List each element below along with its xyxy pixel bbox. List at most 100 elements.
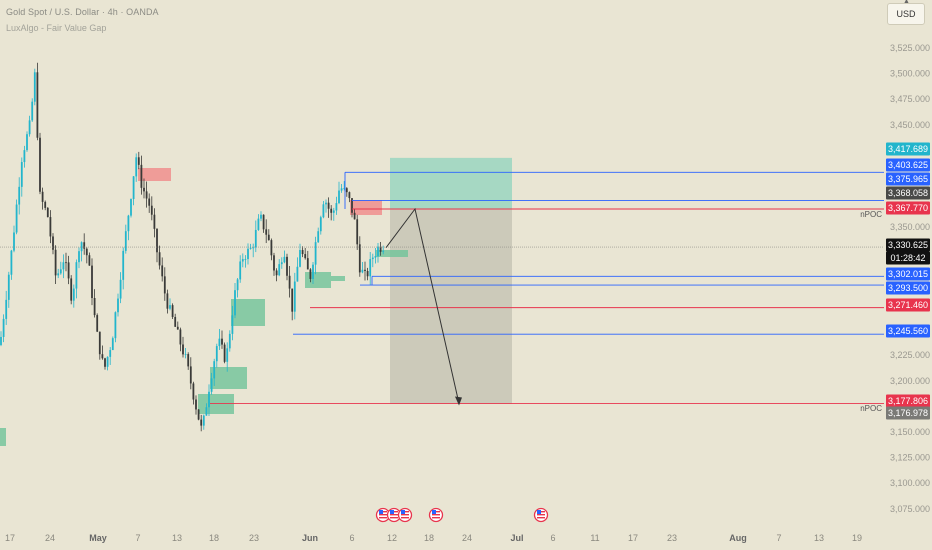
candle-body	[15, 204, 18, 233]
price-labels: 3,417.689 3,403.625 3,375.965 3,368.058 3,36…	[886, 142, 930, 420]
candle-body	[5, 299, 8, 319]
stop-zone[interactable]	[390, 209, 512, 404]
candle-body	[161, 265, 164, 277]
candle-body	[140, 164, 143, 188]
candle-body	[265, 229, 268, 235]
candle-body	[150, 205, 153, 215]
flag-stripe	[390, 514, 398, 516]
candle-body	[338, 190, 340, 204]
flag-canton	[390, 510, 394, 514]
candle-body	[72, 288, 75, 301]
time-tick-label: 13	[172, 533, 182, 543]
time-tick-label: Aug	[729, 533, 747, 543]
us-flag-icon[interactable]	[397, 507, 413, 523]
price-label-text: 3,330.625	[888, 240, 928, 250]
price-label-box[interactable]	[886, 238, 930, 252]
fvg-bullish-box[interactable]	[0, 428, 6, 446]
candle-body	[169, 305, 171, 309]
candle-body	[283, 256, 286, 263]
candle-body	[293, 281, 296, 312]
fvg-bullish-box[interactable]	[376, 250, 408, 257]
target-zone[interactable]	[390, 157, 512, 210]
price-label-box[interactable]	[886, 298, 930, 312]
candle-body	[59, 269, 62, 274]
candle-body	[239, 261, 242, 280]
price-label-box[interactable]	[886, 406, 930, 420]
fvg-bearish-box[interactable]	[350, 200, 382, 215]
candle-body	[13, 232, 15, 251]
candle-body	[158, 252, 161, 266]
candle-body	[299, 250, 301, 267]
candle-body	[117, 298, 119, 313]
price-label-box[interactable]	[886, 158, 930, 172]
price-label-box[interactable]	[886, 142, 930, 156]
candle-body	[340, 188, 343, 191]
price-label-box[interactable]	[886, 201, 930, 215]
time-tick-label: 19	[852, 533, 862, 543]
price-label-box[interactable]	[886, 324, 930, 338]
candle-body	[189, 366, 192, 384]
price-label-box[interactable]	[886, 267, 930, 281]
symbol-title[interactable]: Gold Spot / U.S. Dollar · 4h · OANDA	[6, 7, 159, 17]
price-label-box[interactable]	[886, 172, 930, 186]
flag-canton	[432, 510, 436, 514]
candle-body	[348, 192, 351, 199]
candle-body	[119, 279, 122, 299]
fvg-bullish-box[interactable]	[305, 272, 331, 288]
price-tick-label: 3,150.000	[890, 427, 930, 437]
price-label-box[interactable]	[886, 394, 930, 408]
candle-body	[106, 356, 109, 367]
candle-body	[356, 219, 359, 245]
candle-body	[78, 251, 80, 263]
candle-body	[330, 208, 333, 213]
npoc-annotation: nPOC	[860, 404, 882, 413]
candle-body	[101, 354, 104, 359]
flag-stripe	[379, 514, 387, 516]
candle-body	[28, 120, 31, 135]
fvg-bullish-box[interactable]	[198, 394, 234, 414]
candle-body	[54, 249, 57, 276]
forecast-arrow	[385, 207, 462, 406]
price-label-text: 01:28:42	[890, 253, 925, 263]
price-label-box[interactable]	[886, 251, 930, 265]
candle-body	[275, 270, 278, 276]
price-tick-label: 3,125.000	[890, 453, 930, 463]
candle-body	[187, 354, 190, 367]
candle-body	[210, 378, 213, 392]
us-flag-icon[interactable]	[428, 507, 444, 523]
time-tick-label: 17	[5, 533, 15, 543]
price-tick-label: 3,100.000	[890, 478, 930, 488]
price-label-text: 3,177.806	[888, 396, 928, 406]
candle-body	[85, 248, 88, 256]
time-tick-label: 24	[45, 533, 55, 543]
candle-body	[304, 254, 307, 259]
candle-body	[241, 259, 244, 262]
flag-canton	[379, 510, 383, 514]
currency-button[interactable]: USD	[887, 3, 925, 25]
candle-body	[62, 262, 65, 270]
price-label-box[interactable]	[886, 281, 930, 295]
price-tick-label: 3,525.000	[890, 43, 930, 53]
flag-stripe	[432, 517, 440, 519]
fvg-bullish-box[interactable]	[331, 276, 345, 281]
forecast-path[interactable]	[385, 207, 460, 404]
us-flag-icon[interactable]	[533, 507, 549, 523]
price-tick-label: 3,200.000	[890, 376, 930, 386]
candle-body	[208, 391, 210, 408]
price-label-box[interactable]	[886, 186, 930, 200]
time-axis: 17 24 May 7 13 18 23 Jun 6 12 18 24 Jul 6 11 17 23 Aug 7 13…	[5, 533, 862, 543]
candle-body	[280, 262, 283, 265]
scale-settings-icon[interactable]: ▲	[903, 0, 910, 5]
candle-body	[366, 270, 369, 277]
time-tick-label: 7	[135, 533, 140, 543]
candle-body	[317, 231, 320, 243]
fvg-bearish-box[interactable]	[138, 168, 171, 181]
candle-body	[322, 204, 325, 218]
fvg-bullish-box[interactable]	[210, 367, 247, 389]
indicator-label[interactable]: LuxAlgo - Fair Value Gap	[6, 23, 107, 33]
candle-body	[67, 262, 70, 279]
time-tick-label: 11	[590, 533, 599, 543]
fvg-bullish-box[interactable]	[231, 299, 265, 326]
candle-body	[260, 214, 262, 219]
